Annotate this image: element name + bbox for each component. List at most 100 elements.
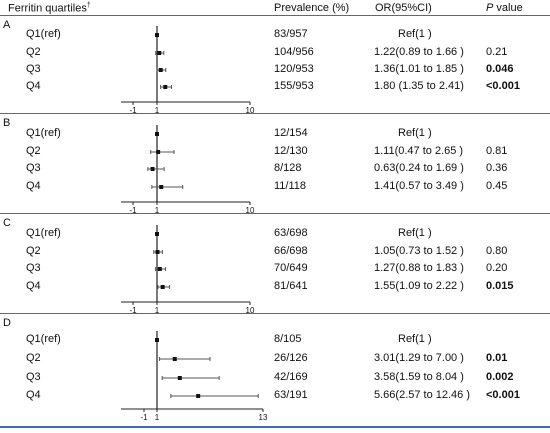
quartile-label: Q1(ref) (26, 227, 61, 239)
x-tick-label: 13 (259, 413, 268, 422)
header-dagger: † (86, 2, 91, 9)
p-value: 0.36 (486, 162, 508, 174)
prevalence-value: 12/154 (274, 127, 308, 139)
p-value: <0.001 (486, 80, 520, 92)
point-estimate (155, 132, 159, 136)
prevalence-value: 104/956 (274, 46, 314, 58)
or-ci-value: 5.66(2.57 to 12.46 ) (374, 389, 471, 401)
panel-label: A (3, 19, 11, 31)
or-ci-value: 3.01(1.29 to 7.00 ) (374, 352, 464, 364)
header-quartile: Ferritin quartiles† (8, 2, 91, 15)
prevalence-value: 81/641 (274, 280, 308, 292)
header-quartile-text: Ferritin quartiles (8, 2, 87, 15)
quartile-label: Q3 (26, 63, 41, 75)
prevalence-value: 26/126 (274, 352, 308, 364)
panel-divider (0, 15, 550, 16)
panel-label: D (3, 317, 11, 329)
prevalence-value: 42/169 (274, 371, 308, 383)
quartile-label: Q4 (26, 280, 41, 292)
prevalence-value: 12/130 (274, 145, 308, 157)
point-estimate (163, 85, 168, 89)
header-p-value: P value (486, 2, 523, 14)
or-ci-value: 1.27(0.88 to 1.83 ) (374, 262, 464, 274)
x-tick-label: -1 (129, 306, 137, 315)
x-tick-label: 1 (155, 413, 160, 422)
panel-divider (0, 313, 550, 314)
prevalence-value: 155/953 (274, 80, 314, 92)
or-ci-value: 1.36(1.01 to 1.85 ) (374, 63, 464, 75)
prevalence-value: 83/957 (274, 28, 308, 40)
prevalence-value: 120/953 (274, 63, 314, 75)
or-ci-value: 3.58(1.59 to 8.04 ) (374, 371, 464, 383)
x-tick-label: 1 (155, 206, 160, 215)
point-estimate (155, 250, 160, 254)
x-tick-label: 10 (246, 206, 255, 215)
x-tick-label: -1 (129, 206, 137, 215)
or-ci-value: 1.55(1.09 to 2.22 ) (374, 280, 464, 292)
or-ci-value: 0.63(0.24 to 1.69 ) (374, 162, 464, 174)
panel-divider (0, 426, 550, 428)
p-value: <0.001 (486, 389, 520, 401)
or-ci-value: 1.80 (1.35 to 2.41) (374, 80, 464, 92)
or-ci-value: 1.41(0.57 to 3.49 ) (374, 180, 464, 192)
p-value: 0.45 (486, 180, 508, 192)
quartile-label: Q4 (26, 389, 41, 401)
p-value: 0.20 (486, 262, 508, 274)
point-estimate (172, 357, 177, 361)
quartile-label: Q1(ref) (26, 28, 61, 40)
point-estimate (150, 167, 155, 171)
quartile-label: Q2 (26, 245, 41, 257)
quartile-label: Q2 (26, 46, 41, 58)
x-tick-label: -1 (140, 413, 148, 422)
or-ci-value: Ref(1 ) (398, 333, 432, 345)
panel-divider (0, 213, 550, 214)
panel-label: C (3, 217, 11, 229)
prevalence-value: 70/649 (274, 262, 308, 274)
prevalence-value: 8/128 (274, 162, 302, 174)
or-ci-value: 1.11(0.47 to 2.65 ) (374, 145, 464, 157)
quartile-label: Q3 (26, 262, 41, 274)
point-estimate (157, 267, 162, 271)
point-estimate (155, 33, 159, 37)
header-p-italic: P (486, 2, 494, 14)
point-estimate (156, 150, 161, 154)
or-ci-value: Ref(1 ) (398, 227, 432, 239)
x-tick-label: 1 (155, 306, 160, 315)
prevalence-value: 63/698 (274, 227, 308, 239)
quartile-label: Q1(ref) (26, 333, 61, 345)
or-ci-value: 1.05(0.73 to 1.52 ) (374, 245, 464, 257)
p-value: 0.002 (486, 371, 514, 383)
p-value: 0.21 (486, 46, 508, 58)
p-value: 0.01 (486, 352, 508, 364)
quartile-label: Q2 (26, 145, 41, 157)
prevalence-value: 63/191 (274, 389, 308, 401)
point-estimate (159, 185, 164, 189)
quartile-label: Q3 (26, 371, 41, 383)
p-value: 0.81 (486, 145, 508, 157)
prevalence-value: 66/698 (274, 245, 308, 257)
point-estimate (177, 376, 182, 380)
header-or: OR(95%CI) (375, 2, 432, 14)
quartile-label: Q3 (26, 162, 41, 174)
point-estimate (196, 394, 201, 398)
prevalence-value: 11/118 (274, 180, 307, 192)
p-value: 0.015 (486, 280, 514, 292)
quartile-label: Q4 (26, 80, 41, 92)
prevalence-value: 8/105 (274, 333, 302, 345)
or-ci-value: Ref(1 ) (398, 28, 432, 40)
point-estimate (155, 338, 159, 342)
p-value: 0.046 (486, 63, 514, 75)
quartile-label: Q1(ref) (26, 127, 61, 139)
x-tick-label: 10 (246, 306, 255, 315)
point-estimate (158, 68, 163, 72)
header-p-rest: value (493, 2, 523, 14)
panel-divider (0, 113, 550, 114)
quartile-label: Q4 (26, 180, 41, 192)
panel-label: B (3, 117, 11, 129)
header-prevalence: Prevalence (%) (274, 2, 350, 14)
quartile-label: Q2 (26, 352, 41, 364)
